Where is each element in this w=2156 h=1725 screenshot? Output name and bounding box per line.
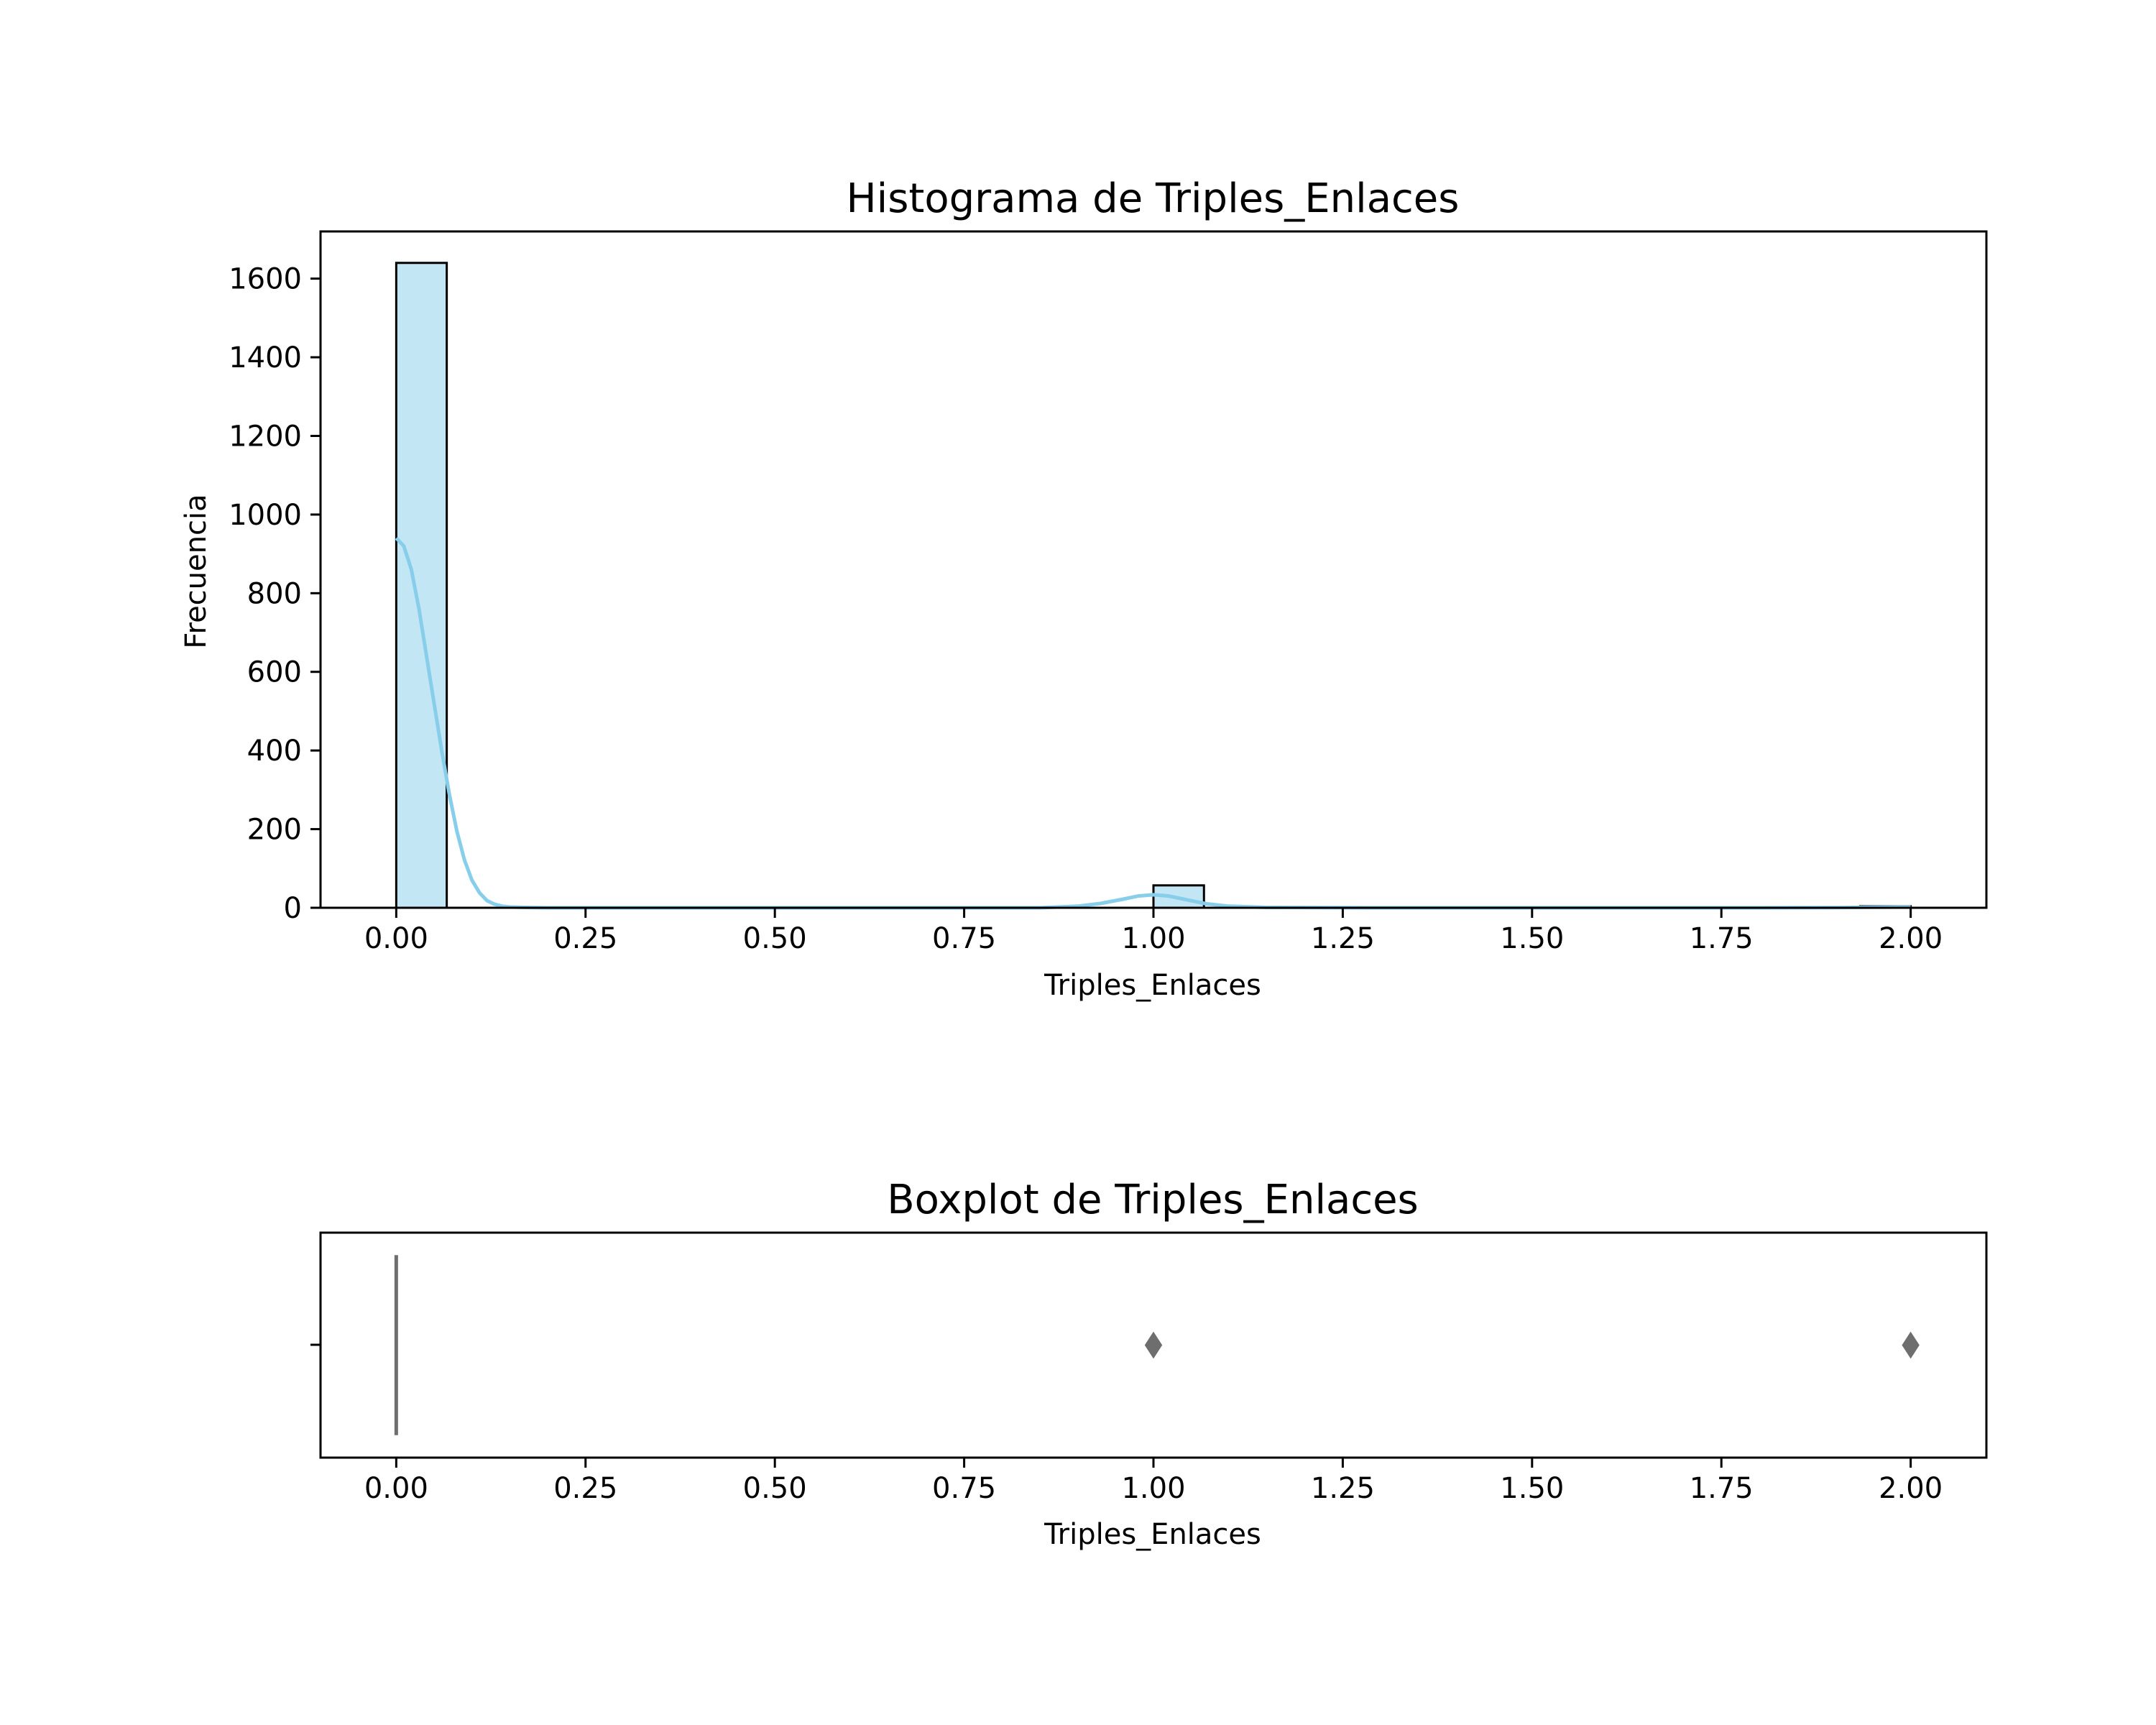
x-tick-label: 0.50 [743,922,807,955]
x-tick-label: 1.00 [1121,922,1185,955]
histogram-bars [395,262,1912,909]
y-tick-label: 1000 [229,499,302,532]
x-tick-label: 0.75 [932,922,996,955]
y-tick-label: 400 [247,735,302,768]
histogram-y-ticks: 0 200 400 600 800 1000 1200 1400 1600 [229,263,321,925]
y-tick-label: 200 [247,814,302,847]
boxplot-outlier [1144,1331,1163,1359]
y-tick-label: 800 [247,577,302,610]
histogram-bar [395,262,448,909]
boxplot-title: Boxplot de Triples_Enlaces [887,1177,1418,1223]
x-tick-label: 1.25 [1311,922,1375,955]
x-tick-label: 0.50 [743,1472,807,1505]
x-tick-label: 1.50 [1500,922,1564,955]
y-tick-label: 1600 [229,263,302,296]
x-tick-label: 0.00 [364,1472,428,1505]
histogram-y-axis-label: Frecuencia [180,494,213,648]
boxplot-outlier [1902,1331,1920,1359]
y-tick-label: 0 [284,892,302,925]
x-tick-label: 0.25 [553,922,617,955]
boxplot-x-axis-label: Triples_Enlaces [1044,1518,1261,1551]
x-tick-label: 1.50 [1500,1472,1564,1505]
x-tick-label: 1.00 [1121,1472,1185,1505]
histogram-title: Histograma de Triples_Enlaces [847,175,1460,222]
x-tick-label: 0.00 [364,922,428,955]
boxplot-panel: Boxplot de Triples_Enlaces 0.00 0.25 0.50 0… [310,1177,1988,1551]
x-tick-label: 1.75 [1690,922,1754,955]
histogram-panel: Histograma de Triples_Enlaces 0.00 0.25 0.… [180,175,1988,1002]
x-tick-label: 0.25 [553,1472,617,1505]
histogram-x-ticks: 0.00 0.25 0.50 0.75 1.00 1.25 1.50 1.75 2.00 [364,908,1943,955]
boxplot-marks [394,1255,1920,1435]
y-tick-label: 600 [247,656,302,689]
x-tick-label: 2.00 [1879,1472,1943,1505]
kde-curve [395,536,1911,910]
x-tick-label: 0.75 [932,1472,996,1505]
histogram-frame [319,230,1988,909]
boxplot-x-ticks: 0.00 0.25 0.50 0.75 1.00 1.25 1.50 1.75 2.00 [364,1458,1943,1505]
x-tick-label: 1.25 [1311,1472,1375,1505]
y-tick-label: 1400 [229,341,302,374]
histogram-x-axis-label: Triples_Enlaces [1044,969,1261,1002]
x-tick-label: 1.75 [1690,1472,1754,1505]
x-tick-label: 2.00 [1879,922,1943,955]
y-tick-label: 1200 [229,420,302,453]
